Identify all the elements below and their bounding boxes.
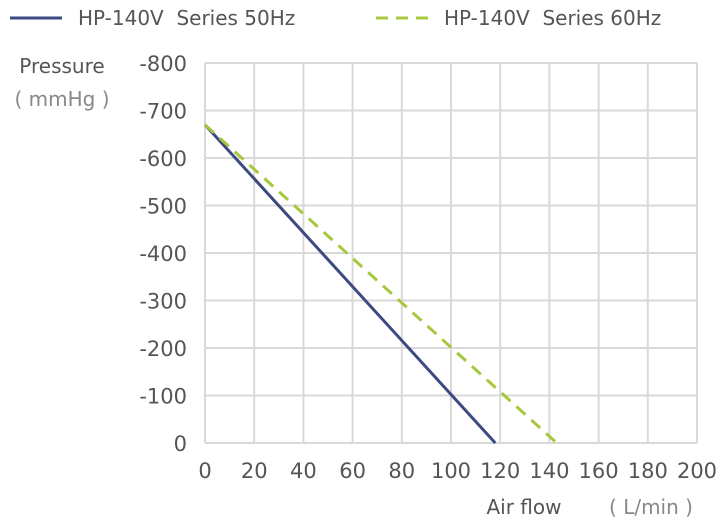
y-tick-label: -200 <box>139 337 187 361</box>
y-tick-label: -400 <box>139 242 187 266</box>
x-tick-label: 80 <box>388 459 415 483</box>
y-axis-unit: ( mmHg ) <box>14 87 109 111</box>
series-lines <box>203 123 558 445</box>
legend: HP-140V Series 50Hz HP-140V Series 60Hz <box>10 6 661 30</box>
y-tick-label: -800 <box>139 52 187 76</box>
x-tick-label: 100 <box>431 459 471 483</box>
x-tick-label: 0 <box>198 459 211 483</box>
y-tick-label: 0 <box>174 432 187 456</box>
grid <box>204 62 698 444</box>
legend-label-1: HP-140V Series 50Hz <box>78 6 295 30</box>
legend-label-2: HP-140V Series 60Hz <box>444 6 661 30</box>
x-axis-label: Air flow <box>486 495 561 519</box>
x-tick-label: 180 <box>628 459 668 483</box>
y-tick-label: -700 <box>139 100 187 124</box>
x-tick-label: 200 <box>677 459 717 483</box>
y-tick-label: -500 <box>139 195 187 219</box>
y-axis-label: Pressure <box>19 54 104 78</box>
x-tick-label: 160 <box>579 459 619 483</box>
x-tick-label: 120 <box>480 459 520 483</box>
x-tick-label: 40 <box>290 459 317 483</box>
x-axis-unit: ( L/min ) <box>609 495 693 519</box>
x-tick-label: 20 <box>241 459 268 483</box>
x-tick-labels: 0 20 40 60 80 100 120 140 160 180 200 <box>198 459 717 483</box>
y-tick-label: -600 <box>139 147 187 171</box>
x-tick-label: 140 <box>529 459 569 483</box>
x-tick-label: 60 <box>339 459 366 483</box>
y-tick-labels: 0 -100 -200 -300 -400 -500 -600 -700 -800 <box>139 52 187 456</box>
y-tick-label: -100 <box>139 385 187 409</box>
y-tick-label: -300 <box>139 290 187 314</box>
series-line-1 <box>203 123 497 445</box>
